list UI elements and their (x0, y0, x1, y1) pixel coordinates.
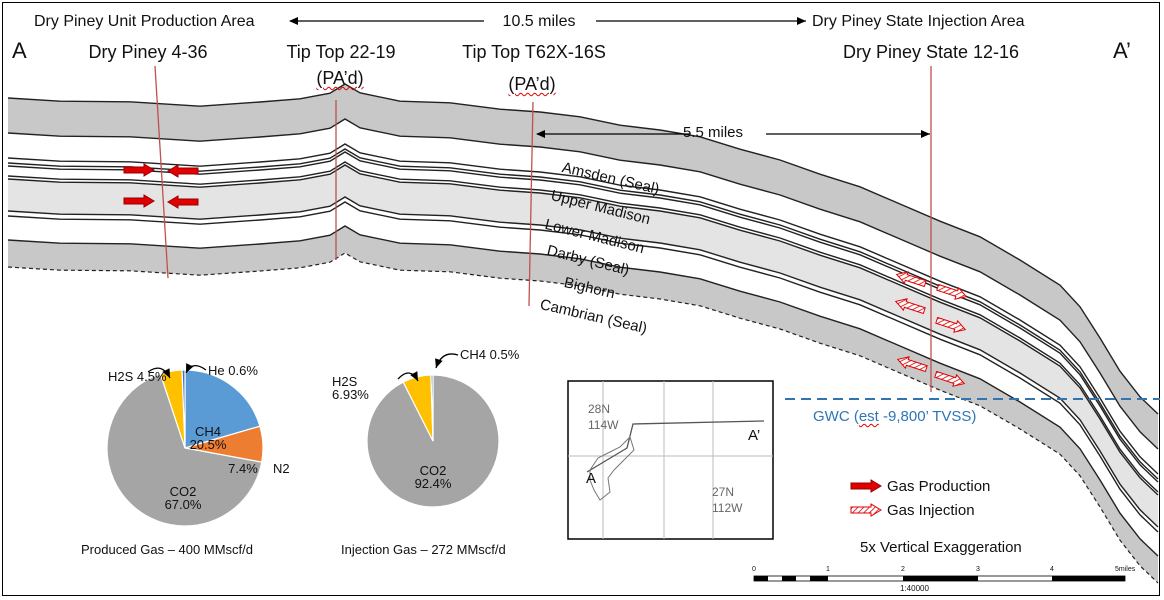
scale-bar-tick-label: 3 (976, 566, 980, 573)
formation-surface (7, 161, 1159, 493)
pie-label-co2: CO2 67.0% (164, 484, 202, 512)
pie-leader-h2s (147, 367, 171, 379)
injection-arrow (895, 271, 927, 288)
scale-bar-tick-label: 1 (826, 566, 830, 573)
pie-leader-ch4 (435, 353, 459, 369)
injection-arrow (896, 356, 928, 373)
production-area-label: Dry Piney Unit Production Area (34, 13, 255, 30)
scale-bar-tick-label: 0 (752, 566, 756, 573)
injection-arrow (936, 283, 968, 300)
pie-label-h2s: H2S 4.5% (108, 369, 167, 384)
legend-production-arrow (850, 479, 882, 493)
pie-leader-he (185, 363, 207, 374)
well-name: Dry Piney 4-36 (88, 42, 208, 62)
formation-surface (7, 118, 1159, 450)
well-status: (PA’d) (316, 68, 364, 88)
well-name: Tip Top 22-19 (286, 42, 396, 62)
inset-township-label: 28N 114W (588, 402, 619, 432)
legend-production-label: Gas Production (887, 478, 991, 495)
pie-label-ch4: CH4 20.5% (189, 424, 227, 452)
legend-injection-label: Gas Injection (887, 502, 975, 519)
gwc-label: GWC (est -9,800’ TVSS) (813, 408, 977, 425)
formation-surface (7, 151, 1159, 483)
pie-label-n2: N2 (273, 461, 290, 476)
sub-distance-label: 5.5 miles (682, 124, 744, 141)
inset-a-prime-label: A’ (748, 427, 761, 444)
injection-gas-title: Injection Gas – 272 MMscf/d (341, 542, 506, 557)
inset-unit-outline (589, 436, 635, 501)
production-arrow (123, 163, 155, 177)
cambrian-base-surface (7, 252, 1159, 584)
amsden-band (8, 84, 1158, 449)
vertical-exaggeration-label: 5x Vertical Exaggeration (860, 539, 1022, 556)
pie-leader-h2s (397, 371, 419, 382)
scale-bar-segment (782, 576, 796, 581)
inset-township-label: 27N 112W (712, 485, 743, 515)
scale-bar-tick-label: 4 (1050, 566, 1054, 573)
cambrian-band (8, 226, 1158, 583)
scale-ratio: 1:40000 (900, 584, 929, 593)
well-line-dry-piney-4-36 (154, 65, 169, 279)
scale-bar-tick-label: 2 (901, 566, 905, 573)
inset-a-label: A (586, 470, 597, 487)
injection-arrow (934, 370, 966, 387)
well-status: (PA’d) (508, 74, 556, 94)
formation-surface (7, 148, 1159, 480)
formation-surface (7, 201, 1159, 533)
section-end-label: A’ (1113, 38, 1131, 63)
well-name: Tip Top T62X-16S (462, 42, 606, 62)
pie-slice-he (181, 369, 186, 449)
legend-injection-arrow (850, 503, 882, 517)
scale-bar-segment (754, 576, 768, 581)
darby-band (8, 165, 1158, 527)
scale-bar (753, 575, 1126, 582)
formation-surface (7, 164, 1159, 496)
injection-area-label: Dry Piney State Injection Area (812, 13, 1025, 30)
inset-section-line (586, 420, 765, 473)
pie-label-ch4: CH4 0.5% (460, 347, 520, 362)
produced-gas-title: Produced Gas – 400 MMscf/d (81, 542, 253, 557)
production-arrow (167, 164, 199, 178)
pie-label-n2-value: 7.4% (228, 461, 258, 476)
pie-slice-co2 (106, 373, 263, 527)
pie-label-h2s: H2S 6.93% (332, 374, 369, 402)
pie-slice-ch4 (430, 374, 434, 442)
scale-bar-segment (810, 576, 828, 581)
inset-map (567, 380, 774, 540)
pie-label-he: He 0.6% (208, 363, 258, 378)
pie-label-co2: CO2 92.4% (414, 463, 452, 491)
inset-map-frame (567, 380, 774, 540)
production-arrow (167, 195, 199, 209)
injection-arrow (894, 298, 926, 315)
pie-charts (106, 353, 500, 527)
scale-bar-segment (1052, 576, 1125, 581)
section-start-label: A (12, 38, 27, 63)
formation-surface (7, 83, 1159, 415)
formation-surface (7, 225, 1159, 557)
formation-surface (7, 143, 1159, 475)
well-lines (154, 65, 932, 392)
well-name: Dry Piney State 12-16 (842, 42, 1020, 62)
well-line-tip-top-t62x (528, 101, 534, 307)
distance-label: 10.5 miles (502, 13, 576, 30)
production-arrow (123, 194, 155, 208)
injection-arrow (935, 316, 967, 333)
flow-arrows (123, 163, 968, 517)
scale-bar-segment (903, 576, 978, 581)
scale-bar-tick-label: 5miles (1115, 566, 1136, 573)
